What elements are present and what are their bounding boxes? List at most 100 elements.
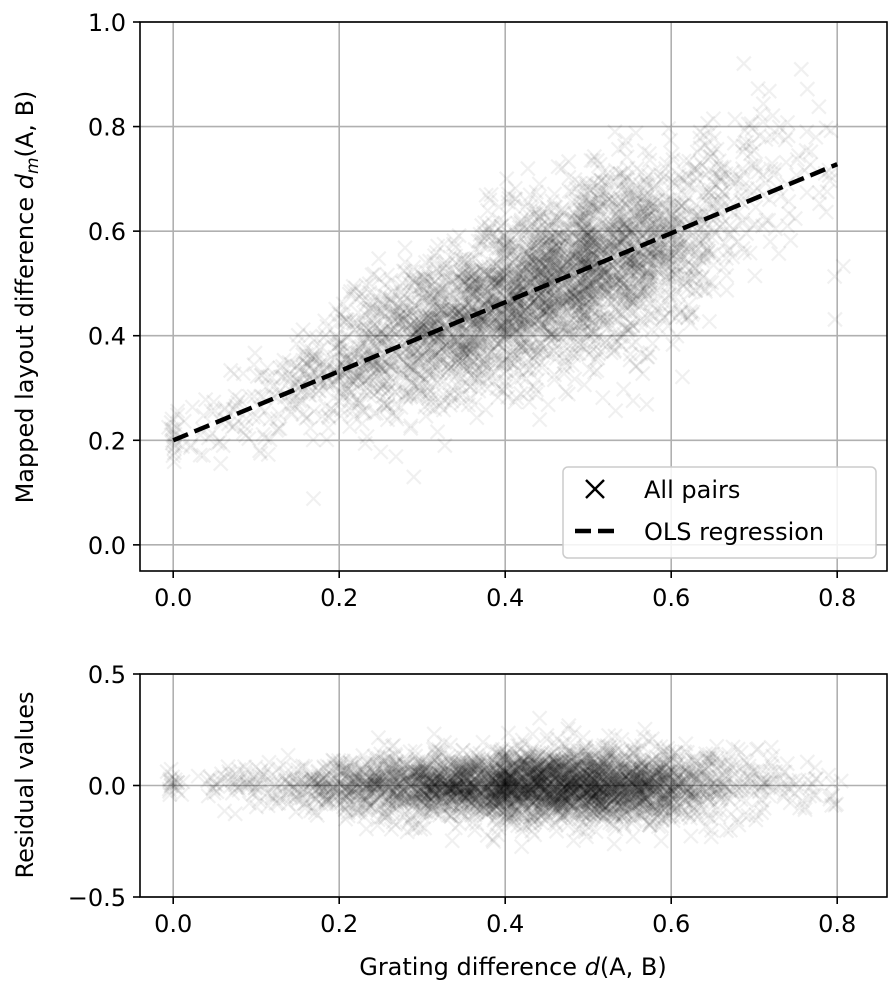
scatter-point: [615, 381, 632, 397]
scatter-point: [305, 490, 322, 507]
scatter-point: [265, 378, 282, 395]
scatter-point: [325, 376, 341, 392]
scatter-point: [283, 356, 300, 373]
scatter-point: [311, 383, 328, 399]
scatter-point: [241, 388, 258, 405]
legend-label-all-pairs: All pairs: [644, 476, 740, 504]
scatter-point: [334, 313, 351, 329]
scatter-point: [259, 369, 276, 385]
scatter-point: [250, 410, 267, 427]
scatter-point: [176, 413, 192, 430]
scatter-point: [246, 388, 262, 405]
scatter-point: [272, 360, 288, 376]
scatter-point: [216, 401, 233, 418]
y-tick-label: 0.6: [88, 218, 126, 246]
scatter-point: [304, 348, 320, 364]
scatter-point: [350, 364, 367, 381]
scatter-point: [819, 183, 835, 200]
scatter-point: [373, 444, 389, 460]
scatter-point: [818, 120, 834, 136]
scatter-point: [320, 377, 336, 394]
scatter-point: [750, 80, 766, 97]
scatter-point: [782, 232, 799, 249]
scatter-point: [327, 328, 343, 345]
scatter-point: [253, 367, 270, 384]
scatter-point: [295, 352, 311, 369]
scatter-point: [295, 406, 311, 423]
scatter-point: [359, 372, 376, 388]
scatter-point: [355, 332, 371, 348]
scatter-point: [289, 396, 305, 412]
scatter-point: [747, 268, 763, 284]
x-tick-label: 0.2: [320, 584, 358, 612]
scatter-point: [313, 339, 330, 355]
scatter-point: [354, 415, 371, 432]
scatter-point: [498, 170, 515, 187]
scatter-point: [203, 403, 219, 419]
scatter-point: [628, 125, 644, 141]
scatter-point: [281, 354, 297, 371]
bottom-scatter-points: [159, 710, 849, 855]
scatter-point: [326, 339, 343, 356]
scatter-point: [167, 437, 183, 454]
scatter-point: [272, 420, 288, 437]
scatter-point: [169, 403, 186, 419]
scatter-point: [332, 307, 349, 323]
scatter-point: [350, 345, 366, 361]
scatter-point: [227, 806, 243, 822]
scatter-point: [238, 427, 254, 444]
scatter-point: [308, 386, 324, 402]
scatter-point: [274, 358, 291, 375]
scatter-point: [358, 366, 374, 383]
scatter-point: [323, 401, 339, 417]
scatter-point: [289, 358, 306, 374]
scatter-point: [354, 286, 370, 302]
scatter-point: [169, 407, 186, 423]
x-tick-label: 0.4: [486, 584, 524, 612]
scatter-point: [607, 402, 624, 419]
scatter-point: [345, 375, 362, 392]
scatter-point: [634, 365, 651, 382]
scatter-point: [271, 406, 287, 422]
scatter-point: [200, 430, 217, 446]
scatter-point: [229, 394, 246, 411]
scatter-point: [164, 432, 181, 449]
scatter-point: [304, 363, 320, 379]
scatter-point: [337, 376, 353, 392]
scatter-point: [166, 428, 182, 445]
scatter-point: [299, 356, 316, 372]
scatter-point: [273, 369, 290, 385]
y-tick-label: 1.0: [88, 9, 126, 37]
scatter-point: [276, 352, 292, 369]
scatter-point: [338, 302, 354, 318]
scatter-point: [334, 380, 350, 396]
scatter-point: [727, 111, 743, 127]
scatter-point: [325, 402, 342, 419]
scatter-point: [341, 391, 358, 408]
scatter-point: [827, 311, 843, 328]
y-tick-label: 0.0: [88, 532, 126, 560]
scatter-point: [338, 329, 355, 346]
scatter-point: [207, 403, 223, 419]
scatter-point: [333, 402, 350, 418]
scatter-point: [227, 388, 243, 405]
scatter-point: [308, 330, 325, 346]
scatter-point: [312, 342, 328, 358]
scatter-point: [344, 373, 361, 390]
scatter-point: [252, 445, 269, 462]
scatter-point: [638, 396, 655, 413]
scatter-point: [811, 98, 827, 115]
scatter-point: [335, 358, 351, 374]
scatter-point: [321, 409, 337, 426]
scatter-point: [281, 365, 297, 382]
scatter-point: [269, 410, 286, 427]
scatter-point: [358, 319, 375, 336]
scatter-point: [540, 396, 556, 413]
scatter-point: [290, 327, 307, 344]
scatter-point: [217, 400, 233, 416]
scatter-point: [165, 447, 181, 464]
scatter-point: [299, 357, 316, 373]
scatter-point: [246, 356, 262, 373]
scatter-point: [235, 365, 251, 382]
scatter-point: [306, 403, 322, 420]
